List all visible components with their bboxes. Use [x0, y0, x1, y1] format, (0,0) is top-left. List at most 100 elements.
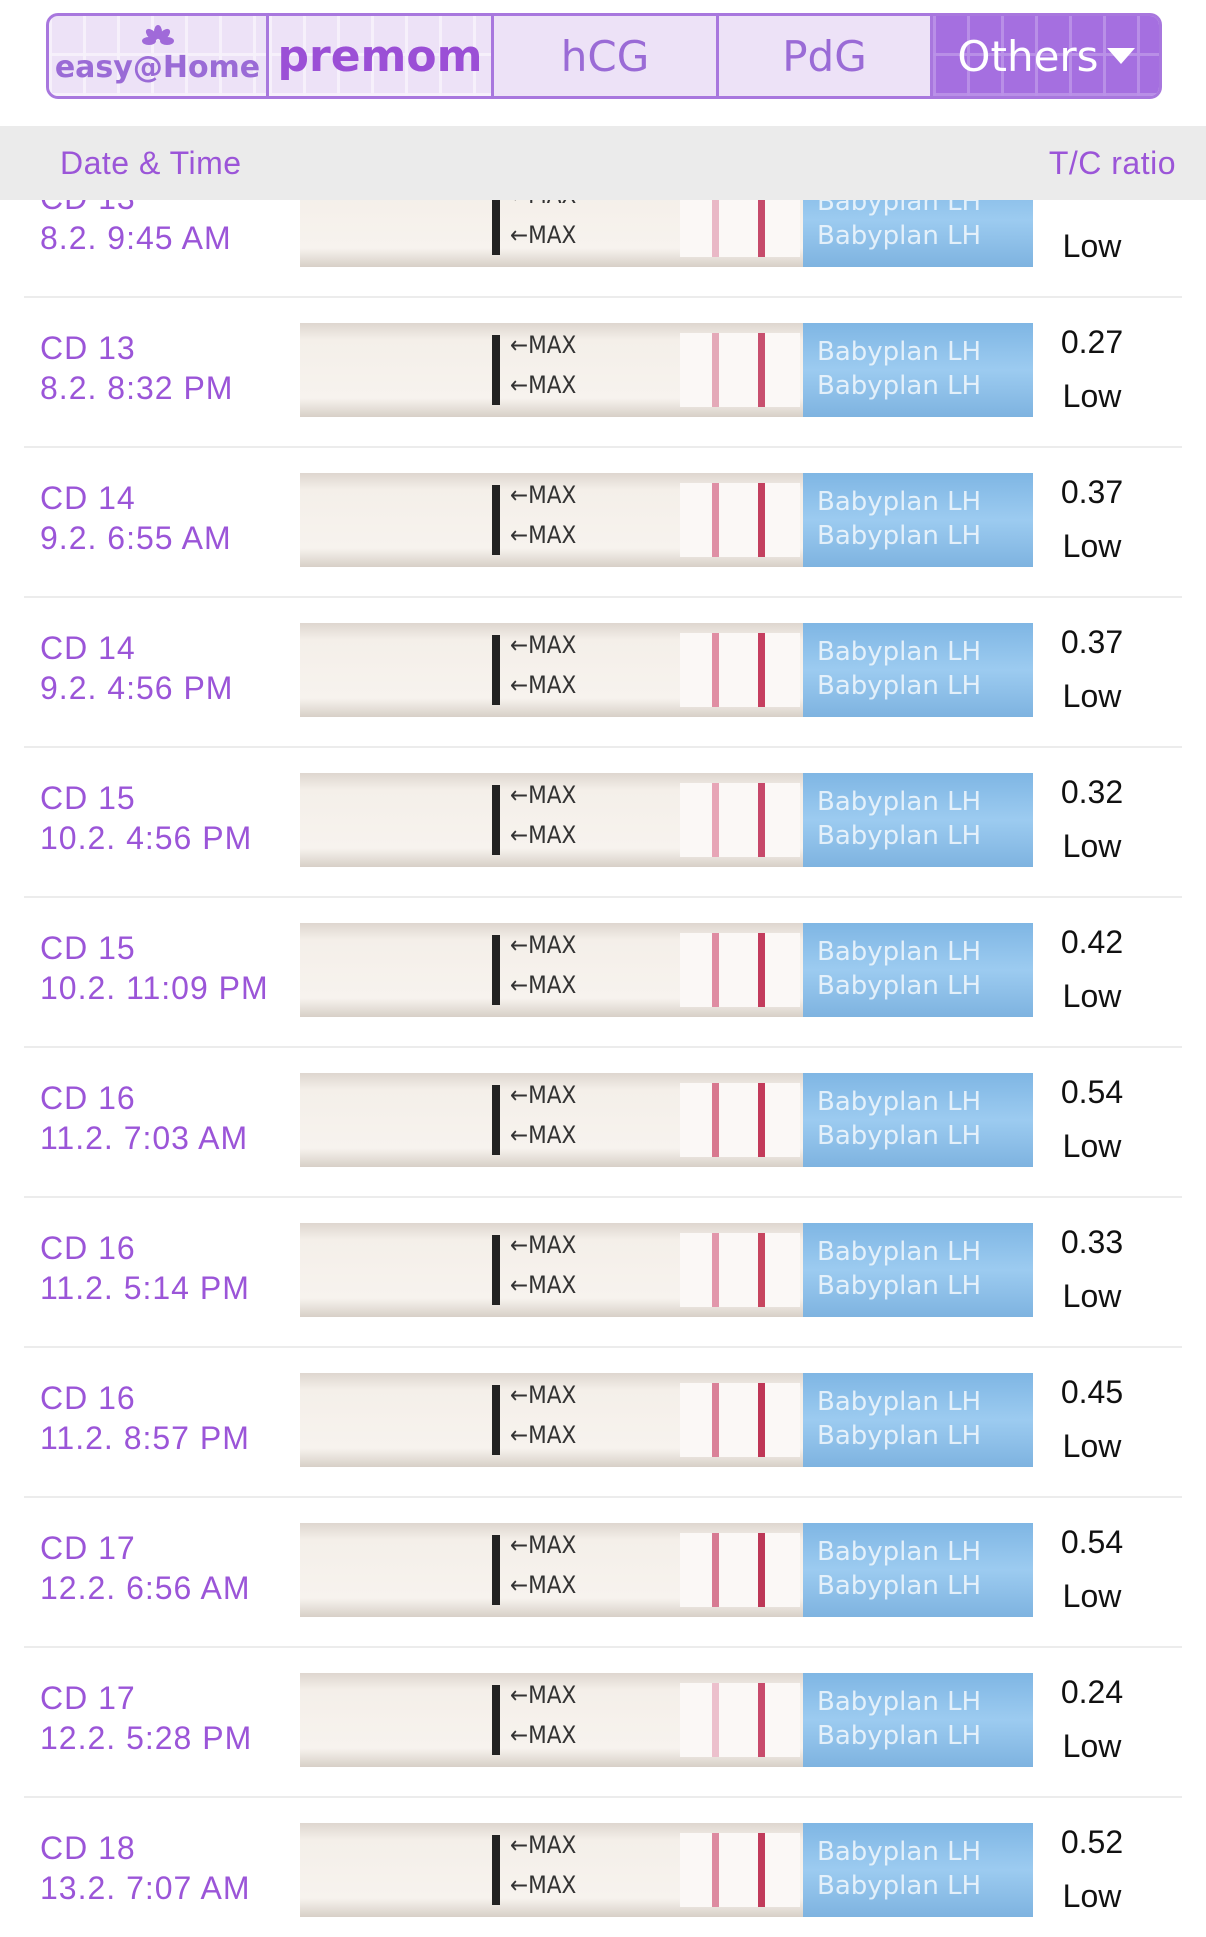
test-line — [712, 783, 719, 857]
brand-text: Babyplan LH — [817, 1387, 982, 1417]
test-time: 9.2. 6:55 AM — [40, 520, 232, 556]
max-label: ←MAX — [510, 1231, 577, 1259]
brand-text: Babyplan LH — [817, 637, 982, 667]
test-strip-photo[interactable]: ←MAX ←MAX Babyplan LH Babyplan LH — [300, 923, 1033, 1017]
cycle-day: CD 13 — [40, 330, 136, 366]
tab-hcg[interactable]: hCG — [494, 16, 719, 96]
test-strip-photo[interactable]: ←MAX ←MAX Babyplan LH Babyplan LH — [300, 1223, 1033, 1317]
lh-level: Low — [1062, 1728, 1122, 1764]
test-strip-photo[interactable]: ←MAX ←MAX Babyplan LH Babyplan LH — [300, 1073, 1033, 1167]
tab-easy-at-home[interactable]: easy@Home — [49, 16, 269, 96]
test-strip-photo[interactable]: ←MAX ←MAX Babyplan LH Babyplan LH — [300, 473, 1033, 567]
result-row[interactable]: CD 17 12.2. 5:28 PM ←MAX ←MAX Babyplan L… — [24, 1648, 1182, 1798]
strip-brand-label: Babyplan LH Babyplan LH — [803, 473, 1033, 567]
result-row[interactable]: CD 15 10.2. 4:56 PM ←MAX ←MAX Babyplan L… — [24, 748, 1182, 898]
max-label: ←MAX — [510, 821, 577, 849]
max-line-mark — [492, 1385, 500, 1455]
test-line — [712, 1683, 719, 1757]
strip-brand-label: Babyplan LH Babyplan LH — [803, 1523, 1033, 1617]
tc-ratio-value: 0.42 — [1060, 924, 1124, 960]
tab-premom[interactable]: premom — [269, 16, 494, 96]
strip-brand-label: Babyplan LH Babyplan LH — [803, 1823, 1033, 1917]
lh-level: Low — [1062, 1278, 1122, 1314]
lh-level: Low — [1062, 978, 1122, 1014]
test-strip-photo[interactable]: ←MAX ←MAX Babyplan LH Babyplan LH — [300, 200, 1033, 267]
brand-text: Babyplan LH — [817, 487, 982, 517]
test-line — [712, 1233, 719, 1307]
max-label: ←MAX — [510, 331, 577, 359]
test-time: 13.2. 7:07 AM — [40, 1870, 251, 1906]
result-window — [680, 1233, 800, 1307]
max-line-mark — [492, 935, 500, 1005]
max-line-mark — [492, 1535, 500, 1605]
max-line-mark — [492, 335, 500, 405]
test-line — [712, 933, 719, 1007]
test-time: 10.2. 4:56 PM — [40, 820, 253, 856]
tc-ratio-value: 0.54 — [1060, 1074, 1124, 1110]
result-row[interactable]: CD 17 12.2. 6:56 AM ←MAX ←MAX Babyplan L… — [24, 1498, 1182, 1648]
brand-text: Babyplan LH — [817, 371, 982, 401]
brand-text: Babyplan LH — [817, 1687, 982, 1717]
result-window — [680, 200, 800, 257]
tc-ratio-value: 0.33 — [1060, 1224, 1124, 1260]
result-row[interactable]: CD 14 9.2. 6:55 AM ←MAX ←MAX Babyplan LH… — [24, 448, 1182, 598]
column-header: Date & Time T/C ratio — [0, 126, 1206, 200]
result-row[interactable]: CD 18 13.2. 7:07 AM ←MAX ←MAX Babyplan L… — [24, 1798, 1182, 1937]
test-strip-photo[interactable]: ←MAX ←MAX Babyplan LH Babyplan LH — [300, 623, 1033, 717]
control-line — [758, 783, 765, 857]
strip-brand-label: Babyplan LH Babyplan LH — [803, 1373, 1033, 1467]
strip-brand-label: Babyplan LH Babyplan LH — [803, 1073, 1033, 1167]
test-line — [712, 633, 719, 707]
brand-text: Babyplan LH — [817, 1271, 982, 1301]
brand-text: Babyplan LH — [817, 1537, 982, 1567]
test-line — [712, 333, 719, 407]
strip-brand-label: Babyplan LH Babyplan LH — [803, 323, 1033, 417]
test-results-list[interactable]: CD 13 8.2. 9:45 AM ←MAX ←MAX Babyplan LH… — [0, 200, 1206, 1937]
test-strip-photo[interactable]: ←MAX ←MAX Babyplan LH Babyplan LH — [300, 773, 1033, 867]
brand-text: Babyplan LH — [817, 200, 982, 217]
result-row[interactable]: CD 16 11.2. 5:14 PM ←MAX ←MAX Babyplan L… — [24, 1198, 1182, 1348]
brand-text: Babyplan LH — [817, 1721, 982, 1751]
max-label: ←MAX — [510, 521, 577, 549]
test-line — [712, 1083, 719, 1157]
tab-pdg[interactable]: PdG — [719, 16, 933, 96]
max-label: ←MAX — [510, 971, 577, 999]
result-row[interactable]: CD 13 8.2. 9:45 AM ←MAX ←MAX Babyplan LH… — [24, 200, 1182, 298]
result-row[interactable]: CD 13 8.2. 8:32 PM ←MAX ←MAX Babyplan LH… — [24, 298, 1182, 448]
tab-label: hCG — [560, 31, 650, 81]
brand-text: Babyplan LH — [817, 337, 982, 367]
strip-brand-label: Babyplan LH Babyplan LH — [803, 1223, 1033, 1317]
lh-level: Low — [1062, 1128, 1122, 1164]
test-strip-photo[interactable]: ←MAX ←MAX Babyplan LH Babyplan LH — [300, 323, 1033, 417]
test-line — [712, 1383, 719, 1457]
lh-level: Low — [1062, 228, 1122, 264]
max-label: ←MAX — [510, 781, 577, 809]
result-window — [680, 333, 800, 407]
max-label: ←MAX — [510, 1081, 577, 1109]
result-row[interactable]: CD 16 11.2. 7:03 AM ←MAX ←MAX Babyplan L… — [24, 1048, 1182, 1198]
cycle-day: CD 15 — [40, 930, 136, 966]
cycle-day: CD 14 — [40, 480, 136, 516]
result-row[interactable]: CD 15 10.2. 11:09 PM ←MAX ←MAX Babyplan … — [24, 898, 1182, 1048]
test-strip-photo[interactable]: ←MAX ←MAX Babyplan LH Babyplan LH — [300, 1523, 1033, 1617]
brand-text: Babyplan LH — [817, 1237, 982, 1267]
tab-others[interactable]: Others — [933, 16, 1159, 96]
brand-text: Babyplan LH — [817, 1421, 982, 1451]
test-strip-photo[interactable]: ←MAX ←MAX Babyplan LH Babyplan LH — [300, 1373, 1033, 1467]
test-strip-photo[interactable]: ←MAX ←MAX Babyplan LH Babyplan LH — [300, 1823, 1033, 1917]
lh-level: Low — [1062, 1428, 1122, 1464]
tab-label: Others — [957, 31, 1099, 81]
test-time: 9.2. 4:56 PM — [40, 670, 234, 706]
lh-level: Low — [1062, 378, 1122, 414]
result-row[interactable]: CD 16 11.2. 8:57 PM ←MAX ←MAX Babyplan L… — [24, 1348, 1182, 1498]
test-strip-photo[interactable]: ←MAX ←MAX Babyplan LH Babyplan LH — [300, 1673, 1033, 1767]
strip-brand-label: Babyplan LH Babyplan LH — [803, 200, 1033, 267]
tc-ratio-value: 0.54 — [1060, 1524, 1124, 1560]
max-label: ←MAX — [510, 1531, 577, 1559]
test-time: 8.2. 9:45 AM — [40, 220, 232, 256]
max-label: ←MAX — [510, 1721, 577, 1749]
control-line — [758, 333, 765, 407]
cycle-day: CD 16 — [40, 1230, 136, 1266]
max-label: ←MAX — [510, 1121, 577, 1149]
result-row[interactable]: CD 14 9.2. 4:56 PM ←MAX ←MAX Babyplan LH… — [24, 598, 1182, 748]
